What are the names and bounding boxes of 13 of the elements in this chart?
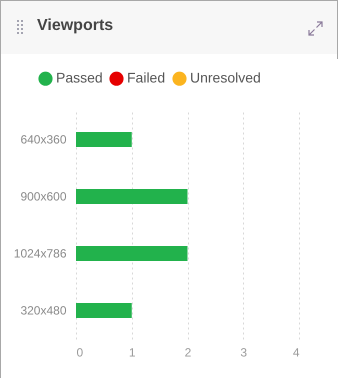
y-tick-label: 900x600 [20,190,67,204]
y-tick-label: 320x480 [20,304,67,318]
y-tick-label: 640x360 [20,132,67,146]
x-tick-label: 1 [128,346,136,360]
chart-title: Viewports [37,17,114,35]
x-tick-label: 3 [240,346,248,360]
x-tick-label: 2 [184,346,192,360]
x-tick-label: 4 [292,346,300,360]
y-tick-label: 1024x786 [14,246,67,260]
legend-label: Passed [56,70,103,86]
legend-label: Failed [127,70,166,86]
legend-label: Unresolved [190,70,261,86]
x-tick-label: 0 [76,346,84,360]
